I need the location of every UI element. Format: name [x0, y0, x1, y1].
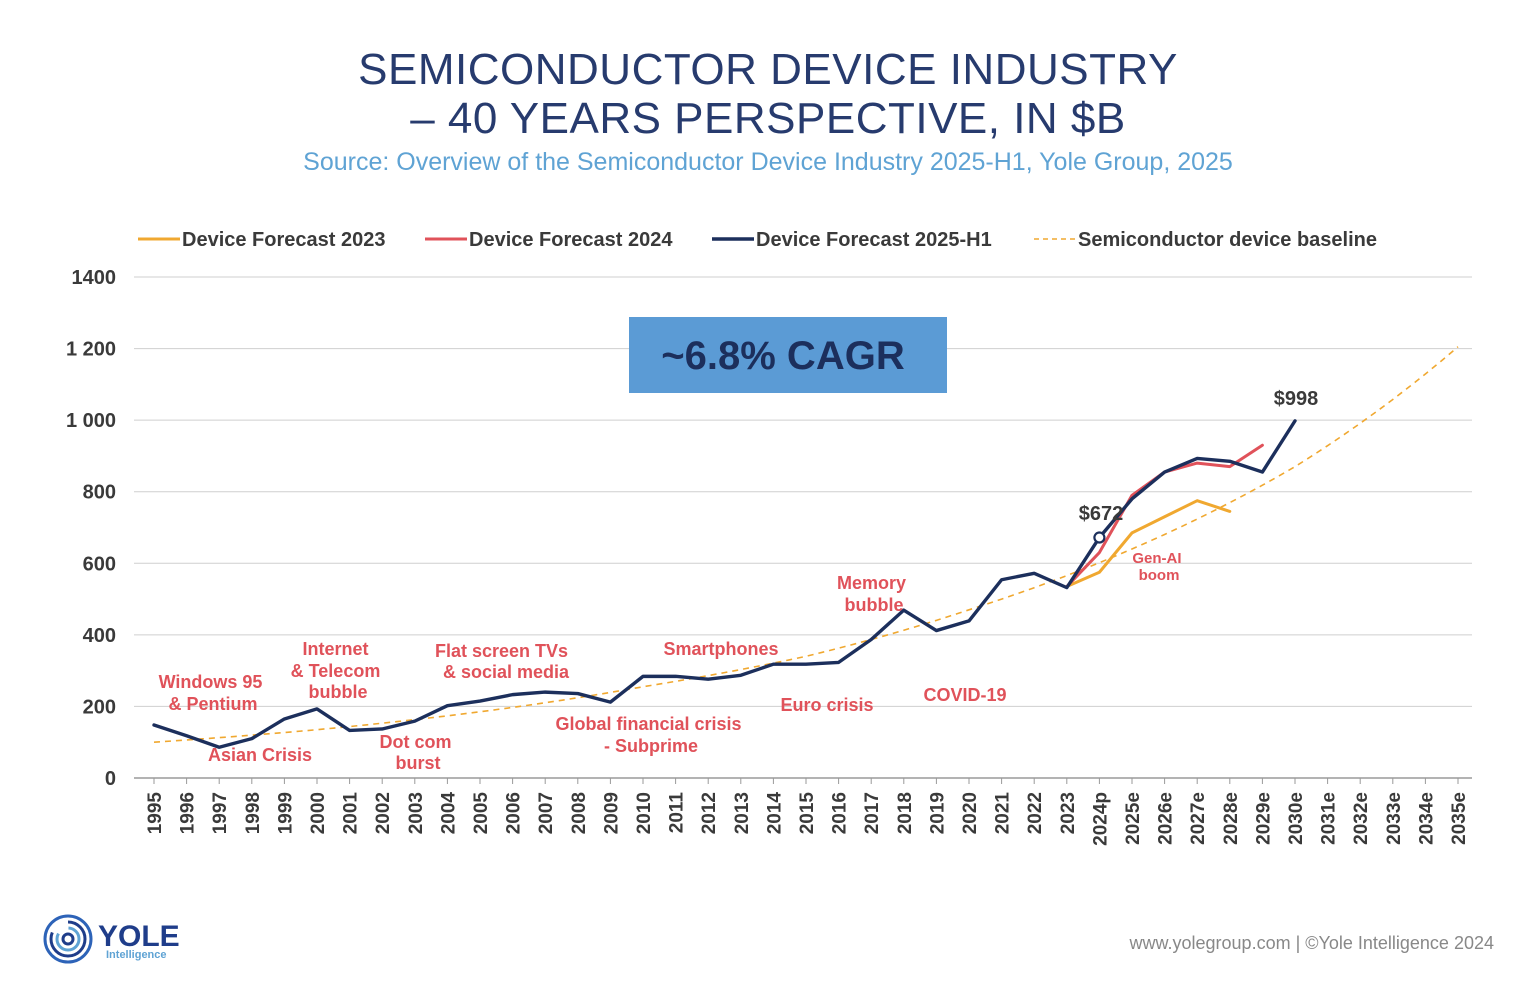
x-tick-label: 2028e	[1221, 792, 1242, 845]
chart-title-line1: SEMICONDUCTOR DEVICE INDUSTRY	[358, 45, 1178, 94]
annotation-internet-bubble: Internet & Telecom bubble	[291, 639, 386, 702]
series-lines	[152, 346, 1459, 749]
x-tick-label: 2031e	[1319, 792, 1340, 845]
data-labels: $998 $672	[1079, 388, 1319, 525]
y-tick-label: 600	[83, 553, 116, 575]
cagr-box: ~6.8% CAGR	[629, 317, 947, 393]
x-tick-label: 1996	[178, 792, 199, 834]
marker-672	[1093, 531, 1106, 544]
x-tick-label: 2029e	[1253, 792, 1274, 845]
annotation-financial-crisis: Global financial crisis - Subprime	[555, 714, 746, 756]
y-tick-label: 200	[83, 696, 116, 718]
legend-label-baseline: Semiconductor device baseline	[1078, 229, 1377, 251]
x-tick-label: 1999	[275, 792, 296, 834]
x-tick-label: 2026e	[1156, 792, 1177, 845]
y-tick-label: 1 000	[66, 410, 116, 432]
x-tick-label: 2032e	[1351, 792, 1372, 845]
annotation-windows95: Windows 95 & Pentium	[159, 672, 268, 714]
x-tick-label: 2002	[373, 792, 394, 834]
x-tick-label: 2024p	[1090, 792, 1111, 846]
logo-name: YOLE	[98, 920, 180, 953]
x-axis-ticks: 1995 1996 1997 1998 1999 2000 2001 2002 2003 2004…	[145, 778, 1470, 846]
annotation-memory-bubble: Memory bubble	[837, 573, 911, 615]
annotation-flat-screen: Flat screen TVs & social media	[435, 641, 573, 682]
x-tick-label: 2009	[601, 792, 622, 834]
x-tick-label: 2035e	[1449, 792, 1470, 845]
y-axis-ticks: 0 200 400 600 800 1 000 1 200 1400	[66, 267, 116, 790]
annotation-dot-com: Dot com burst	[379, 732, 456, 773]
series-line-device-forecast-2025-h1	[152, 419, 1297, 749]
x-tick-label: 2006	[504, 792, 525, 834]
x-tick-label: 2010	[634, 792, 655, 834]
x-tick-label: 2021	[993, 792, 1014, 835]
chart-title-line2: – 40 YEARS PERSPECTIVE, IN $B	[410, 94, 1126, 143]
x-tick-label: 2025e	[1123, 792, 1144, 845]
x-tick-label: 2007	[536, 792, 557, 834]
chart-subtitle: Source: Overview of the Semiconductor De…	[303, 148, 1233, 176]
annotation-smartphones: Smartphones	[663, 639, 778, 659]
cagr-box-background	[629, 317, 947, 393]
x-tick-label: 2027e	[1188, 792, 1209, 845]
y-tick-label: 400	[83, 625, 116, 647]
x-tick-label: 2022	[1025, 792, 1046, 834]
x-tick-label: 2015	[797, 792, 818, 835]
x-tick-label: 2011	[667, 792, 688, 834]
data-label-998: $998	[1274, 388, 1319, 410]
legend: Device Forecast 2023 Device Forecast 202…	[138, 229, 1377, 251]
annotation-asian-crisis: Asian Crisis	[208, 745, 312, 765]
x-tick-label: 2019	[927, 792, 948, 834]
x-tick-label: 2008	[569, 792, 590, 834]
x-tick-label: 2012	[699, 792, 720, 834]
x-tick-label: 2000	[308, 792, 329, 834]
annotation-euro-crisis: Euro crisis	[780, 695, 873, 715]
x-tick-label: 2020	[960, 792, 981, 834]
legend-label-2024: Device Forecast 2024	[469, 229, 673, 251]
y-tick-label: 800	[83, 482, 116, 504]
footer-logo: YOLE Intelligence	[43, 914, 180, 964]
x-tick-label: 2005	[471, 792, 492, 835]
logo-subtitle: Intelligence	[106, 949, 167, 961]
x-tick-label: 1997	[210, 792, 231, 834]
annotation-gen-ai: Gen-AI boom	[1132, 550, 1185, 584]
annotation-covid: COVID-19	[923, 685, 1006, 705]
x-tick-label: 2017	[862, 792, 883, 834]
cagr-label: ~6.8% CAGR	[661, 334, 905, 378]
legend-label-2023: Device Forecast 2023	[182, 229, 385, 251]
y-tick-label: 0	[105, 768, 116, 790]
x-tick-label: 1998	[243, 792, 264, 834]
x-tick-label: 1995	[145, 792, 166, 835]
x-tick-label: 2004	[438, 792, 459, 835]
yole-spiral-icon	[43, 914, 93, 964]
x-tick-label: 2034e	[1416, 792, 1437, 845]
y-tick-label: 1400	[72, 267, 117, 289]
y-tick-label: 1 200	[66, 339, 116, 361]
data-label-672: $672	[1079, 503, 1124, 525]
footer-credit: www.yolegroup.com | ©Yole Intelligence 2…	[1129, 933, 1495, 953]
x-tick-label: 2003	[406, 792, 427, 834]
x-tick-label: 2033e	[1384, 792, 1405, 845]
event-annotations: Windows 95 & Pentium Asian Crisis Intern…	[159, 550, 1185, 773]
x-tick-label: 2023	[1058, 792, 1079, 834]
x-tick-label: 2014	[764, 792, 785, 835]
x-tick-label: 2018	[895, 792, 916, 834]
x-tick-label: 2030e	[1286, 792, 1307, 845]
x-tick-label: 2013	[732, 792, 753, 834]
series-line-device-forecast-2023	[1065, 499, 1232, 589]
x-tick-label: 2001	[341, 792, 362, 835]
legend-label-2025: Device Forecast 2025-H1	[756, 229, 992, 251]
x-tick-label: 2016	[830, 792, 851, 834]
series-line-baseline	[153, 346, 1459, 744]
